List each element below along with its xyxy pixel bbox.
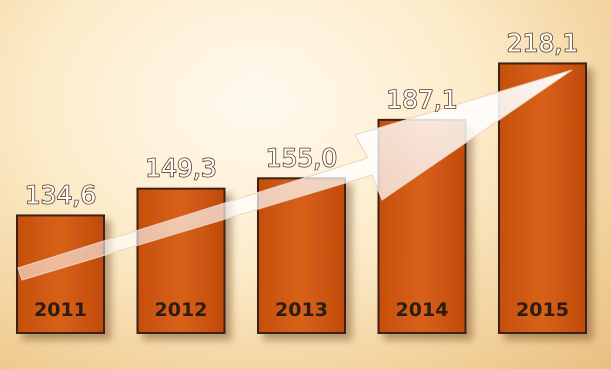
value-label-2012: 149,3 [145,154,217,183]
category-label-2012: 2012 [155,299,208,321]
value-label-2013: 155,0 [266,143,338,172]
category-label-2013: 2013 [275,299,328,321]
category-label-2014: 2014 [396,299,449,321]
category-label-2015: 2015 [516,299,569,321]
trend-arrow [17,69,573,281]
category-label-2011: 2011 [34,299,87,321]
value-label-2014: 187,1 [386,85,458,114]
value-label-2011: 134,6 [25,180,97,209]
value-label-2015: 218,1 [507,28,579,57]
